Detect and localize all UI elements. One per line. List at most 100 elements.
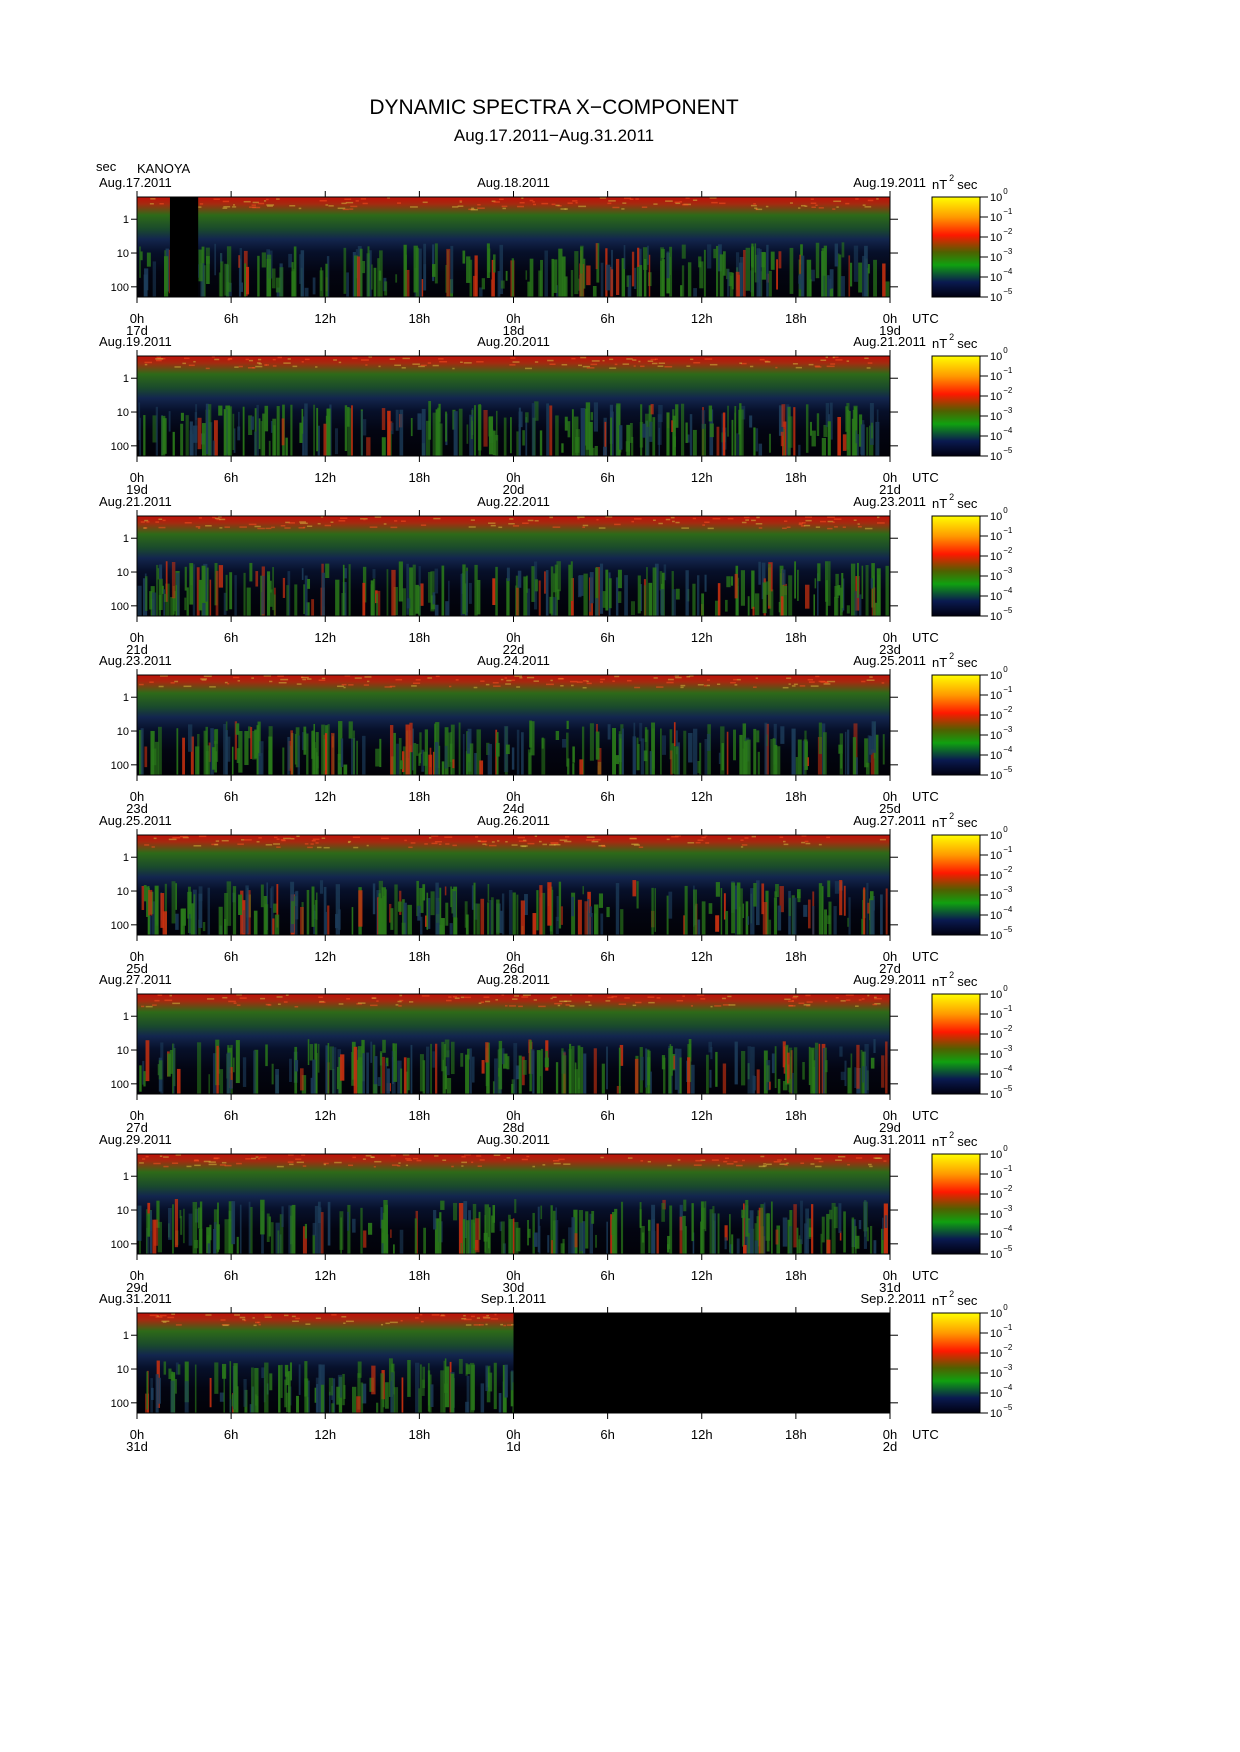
texture [413, 245, 418, 293]
date-label: Aug.20.2011 [477, 334, 550, 349]
texture [257, 527, 265, 530]
texture [223, 592, 227, 615]
texture [261, 575, 265, 615]
tick-exponent: −2 [1003, 865, 1013, 874]
texture [304, 843, 309, 845]
texture [264, 364, 267, 366]
texture [518, 1055, 522, 1094]
texture [602, 359, 605, 362]
texture [205, 1314, 212, 1316]
texture [276, 838, 280, 840]
texture [173, 1043, 175, 1094]
texture [232, 206, 237, 208]
texture [534, 361, 539, 363]
texture [492, 578, 496, 606]
texture [730, 576, 734, 586]
x-tick-label: 0h [883, 1108, 897, 1123]
texture [474, 564, 478, 616]
texture [146, 521, 150, 523]
tick-exponent: −5 [1003, 287, 1013, 296]
texture [626, 679, 632, 682]
texture [175, 585, 177, 616]
texture [620, 1201, 624, 1254]
texture [273, 594, 276, 616]
texture [318, 1364, 322, 1413]
texture [855, 1235, 860, 1249]
texture [212, 1053, 217, 1094]
texture [532, 913, 537, 935]
texture [741, 362, 747, 365]
texture [612, 680, 615, 682]
texture [609, 367, 617, 369]
texture [571, 357, 576, 360]
texture [389, 685, 396, 688]
texture [445, 902, 449, 926]
texture [145, 1209, 148, 1254]
texture [669, 729, 673, 760]
texture [445, 843, 450, 845]
texture [372, 569, 376, 579]
colorbar [931, 1153, 981, 1255]
texture [841, 242, 845, 258]
texture [702, 524, 706, 526]
texture [864, 245, 868, 297]
texture [651, 887, 654, 935]
x-tick-label: 12h [691, 311, 713, 326]
texture [285, 521, 290, 524]
tick-base: 10 [990, 1089, 1002, 1101]
texture [395, 274, 398, 283]
texture [409, 567, 413, 616]
texture [461, 1165, 464, 1167]
texture [279, 1214, 284, 1254]
texture [171, 1162, 179, 1164]
x-tick-label: 12h [314, 1108, 336, 1123]
texture [304, 1223, 308, 1239]
texture [779, 1163, 788, 1165]
texture [810, 198, 814, 200]
texture [857, 562, 859, 598]
texture [423, 751, 428, 766]
texture [371, 997, 377, 999]
texture [337, 685, 344, 688]
texture [755, 208, 758, 211]
texture [140, 251, 143, 261]
texture [244, 263, 246, 297]
texture [399, 409, 404, 456]
texture [410, 417, 413, 437]
texture [756, 516, 760, 519]
y-tick-label: 1 [123, 533, 129, 545]
texture [583, 573, 588, 616]
texture [782, 527, 787, 530]
texture [839, 880, 843, 916]
texture [393, 1387, 399, 1413]
texture [294, 1060, 299, 1072]
texture [314, 900, 318, 935]
texture [741, 1050, 746, 1086]
texture [575, 437, 580, 453]
texture [734, 573, 738, 599]
texture [743, 249, 746, 297]
texture [488, 1207, 491, 1254]
texture [612, 728, 617, 775]
texture [726, 1163, 734, 1165]
texture [518, 1005, 523, 1008]
texture [311, 839, 316, 842]
texture [571, 896, 574, 917]
texture [680, 684, 686, 687]
texture [663, 564, 667, 581]
tick-base: 10 [990, 989, 1002, 1001]
texture [530, 721, 535, 756]
texture [511, 258, 514, 297]
tick-exponent: −3 [1003, 566, 1013, 575]
texture [666, 412, 670, 456]
texture [561, 443, 564, 453]
texture [277, 1230, 280, 1254]
texture [452, 367, 455, 370]
texture [808, 1227, 813, 1237]
texture [842, 526, 846, 528]
texture [856, 434, 860, 456]
texture [621, 728, 624, 775]
texture [506, 1056, 510, 1070]
texture [805, 994, 811, 997]
texture [783, 429, 785, 456]
